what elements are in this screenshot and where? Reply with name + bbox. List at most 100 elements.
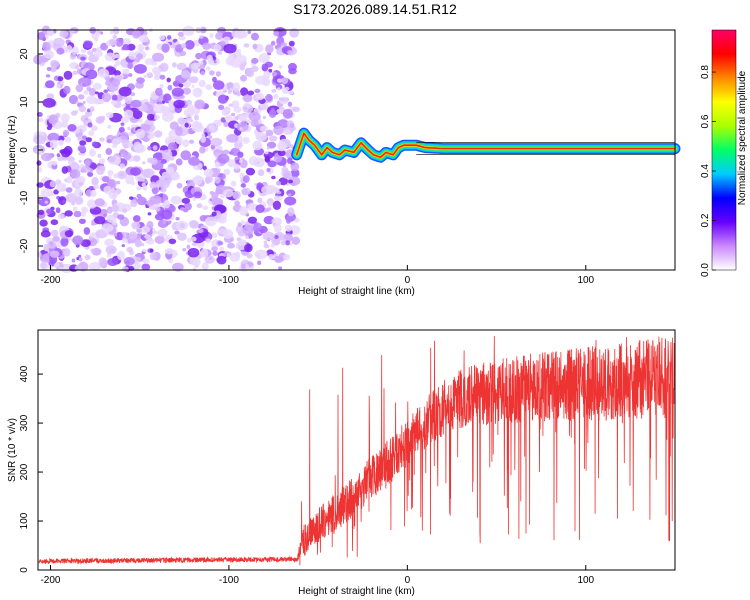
noise-speckle <box>76 68 83 75</box>
noise-speckle <box>56 47 65 55</box>
noise-speckle <box>78 254 82 258</box>
noise-speckle <box>159 83 164 89</box>
noise-speckle <box>130 180 135 186</box>
noise-speckle <box>174 230 180 235</box>
noise-speckle <box>218 104 225 111</box>
noise-speckle <box>78 257 83 262</box>
noise-speckle <box>149 132 155 136</box>
noise-speckle <box>49 139 58 149</box>
noise-speckle <box>56 153 61 158</box>
noise-speckle <box>278 65 283 69</box>
noise-speckle <box>195 52 202 60</box>
noise-speckle <box>239 64 246 71</box>
y-tick-label: 300 <box>19 414 30 431</box>
x-tick-label: 0 <box>405 575 411 586</box>
noise-speckle <box>288 144 294 149</box>
noise-speckle <box>276 108 284 114</box>
noise-speckle <box>97 153 102 158</box>
noise-speckle <box>226 114 233 122</box>
noise-speckle <box>103 213 107 217</box>
noise-speckle <box>113 173 119 179</box>
noise-speckle <box>184 122 189 128</box>
noise-speckle <box>270 108 275 112</box>
noise-speckle <box>288 179 293 184</box>
noise-speckle <box>238 239 247 246</box>
noise-speckle <box>90 189 97 198</box>
noise-speckle <box>136 235 142 241</box>
noise-speckle <box>170 156 175 161</box>
noise-speckle <box>100 31 103 35</box>
noise-speckle <box>230 51 242 60</box>
noise-speckle <box>62 129 70 137</box>
noise-speckle <box>130 92 136 97</box>
noise-speckle <box>230 180 237 187</box>
noise-speckle <box>244 243 253 253</box>
noise-speckle <box>147 145 152 151</box>
noise-speckle <box>239 127 243 131</box>
noise-speckle <box>190 236 197 242</box>
noise-speckle <box>137 118 143 123</box>
noise-speckle <box>140 225 151 234</box>
noise-speckle <box>284 224 293 232</box>
noise-speckle <box>179 222 185 229</box>
colorbar-tick-label: 0.4 <box>700 164 711 178</box>
noise-speckle <box>139 34 149 43</box>
noise-speckle <box>72 206 78 212</box>
noise-speckle <box>277 119 289 128</box>
noise-speckle <box>256 182 264 190</box>
noise-speckle <box>127 96 133 101</box>
noise-speckle <box>77 94 85 100</box>
noise-speckle <box>45 80 55 89</box>
noise-speckle <box>106 139 113 144</box>
noise-speckle <box>177 117 185 125</box>
noise-speckle <box>198 61 204 65</box>
noise-speckle <box>210 137 223 147</box>
noise-speckle <box>95 116 104 124</box>
noise-speckle <box>100 100 105 104</box>
noise-speckle <box>197 88 202 93</box>
noise-speckle <box>176 182 183 189</box>
noise-speckle <box>252 43 258 50</box>
y-tick-label: 0 <box>19 567 30 573</box>
noise-speckle <box>130 167 141 176</box>
noise-speckle <box>265 93 273 102</box>
noise-speckle <box>206 66 211 71</box>
noise-speckle <box>133 261 141 270</box>
noise-speckle <box>37 194 44 200</box>
noise-speckle <box>136 196 147 206</box>
noise-speckle <box>111 78 121 88</box>
noise-speckle <box>104 238 115 247</box>
noise-speckle <box>115 60 121 66</box>
noise-speckle <box>79 140 87 146</box>
noise-speckle <box>114 54 120 59</box>
noise-speckle <box>189 76 199 84</box>
noise-speckle <box>257 260 262 266</box>
noise-speckle <box>170 195 183 205</box>
noise-speckle <box>102 176 110 183</box>
noise-speckle <box>288 40 295 47</box>
noise-speckle <box>161 107 171 117</box>
noise-speckle <box>78 105 87 113</box>
noise-speckle <box>37 117 44 123</box>
noise-speckle <box>107 124 112 129</box>
noise-speckle <box>157 228 168 237</box>
noise-speckle <box>193 62 201 68</box>
noise-speckle <box>91 141 98 148</box>
noise-speckle <box>282 108 293 119</box>
noise-speckle <box>116 180 121 185</box>
noise-speckle <box>94 91 99 95</box>
noise-speckle <box>154 235 165 244</box>
noise-speckle <box>47 132 60 142</box>
noise-speckle <box>270 40 276 46</box>
noise-speckle <box>227 89 232 94</box>
noise-speckle <box>175 158 183 166</box>
noise-speckle-layer <box>32 25 301 274</box>
noise-speckle <box>77 145 86 152</box>
noise-speckle <box>149 181 157 189</box>
noise-speckle <box>64 230 73 238</box>
noise-speckle <box>123 152 132 161</box>
noise-speckle <box>91 176 99 186</box>
noise-speckle <box>199 35 204 39</box>
noise-speckle <box>226 253 231 257</box>
